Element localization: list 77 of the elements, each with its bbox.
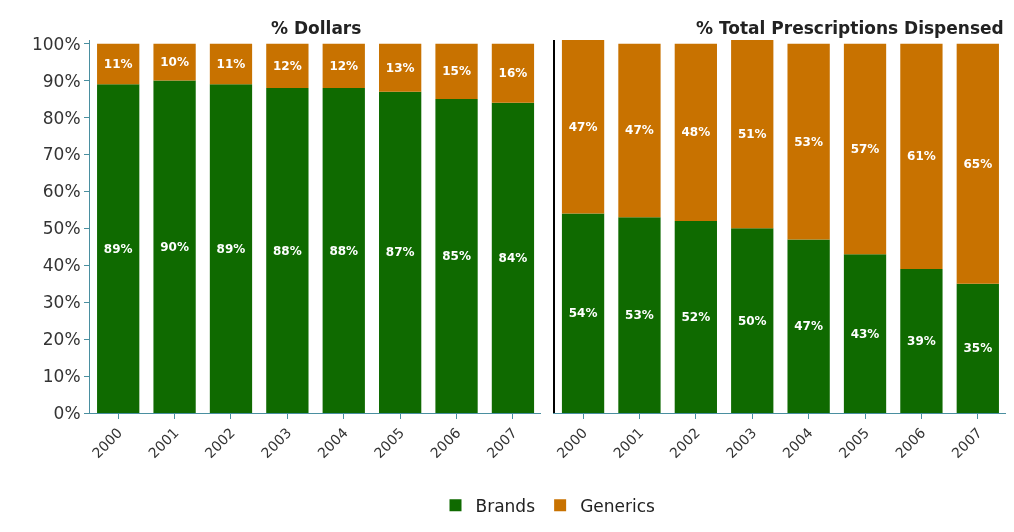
data-label: 47% — [568, 119, 598, 134]
data-label: 88% — [273, 243, 302, 258]
y-tick-label: 90% — [42, 70, 81, 91]
data-label: 90% — [160, 239, 189, 254]
data-label: 52% — [681, 309, 711, 324]
data-label: 16% — [498, 66, 528, 81]
data-label: 48% — [681, 125, 711, 140]
y-tick-label: 10% — [42, 366, 81, 387]
data-label: 88% — [329, 243, 359, 258]
y-tick-label: 0% — [53, 402, 81, 423]
data-label: 87% — [385, 245, 415, 260]
bar — [322, 88, 365, 413]
bar — [674, 220, 717, 413]
data-label: 61% — [907, 149, 936, 164]
data-label: 65% — [963, 156, 993, 171]
bar — [435, 43, 478, 100]
y-tick-label: 60% — [42, 181, 81, 202]
data-label: 51% — [737, 127, 767, 142]
bar — [674, 43, 717, 221]
data-label: 47% — [794, 319, 823, 334]
bar — [787, 43, 830, 240]
data-label: 84% — [498, 250, 528, 265]
bar — [266, 43, 309, 89]
data-label: 89% — [103, 241, 133, 256]
data-label: 54% — [568, 306, 598, 321]
data-label: 15% — [442, 64, 471, 79]
bar — [322, 43, 365, 89]
bar — [843, 43, 887, 255]
data-label: 53% — [794, 134, 823, 149]
data-label: 11% — [103, 57, 133, 71]
y-tick-label: 40% — [42, 255, 81, 276]
y-tick-label: 80% — [42, 107, 81, 128]
bar — [561, 40, 605, 214]
data-label: 10% — [160, 55, 189, 70]
bar — [561, 213, 605, 413]
bar — [618, 43, 661, 218]
y-tick-label: 30% — [42, 292, 81, 313]
legend-label: Brands — [475, 495, 536, 516]
data-label: 57% — [850, 141, 880, 156]
chart-title: % Total Prescriptions Dispensed — [696, 18, 1004, 38]
bar — [843, 254, 887, 413]
data-label: 47% — [625, 123, 654, 138]
bar — [731, 228, 774, 413]
data-label: 43% — [850, 326, 880, 341]
bar — [266, 88, 309, 413]
y-tick-label: 20% — [42, 329, 81, 350]
bar — [153, 43, 196, 81]
bar — [97, 84, 140, 413]
legend-label: Generics — [580, 495, 656, 516]
y-tick-label: 50% — [42, 218, 81, 239]
bar — [379, 91, 422, 413]
data-label: 12% — [329, 58, 359, 73]
data-label: 12% — [273, 58, 302, 73]
data-label: 53% — [625, 308, 654, 323]
bar — [435, 99, 478, 413]
data-label: 50% — [737, 313, 767, 328]
bar — [618, 217, 661, 413]
y-tick-label: 70% — [42, 144, 81, 165]
bar — [379, 43, 422, 92]
y-tick-label: 100% — [31, 33, 81, 54]
bar — [209, 84, 253, 413]
bar — [956, 283, 999, 413]
bar — [491, 43, 535, 103]
data-label: 13% — [385, 60, 415, 75]
chart-title: % Dollars — [271, 18, 362, 38]
data-label: 85% — [442, 249, 471, 264]
bar — [900, 268, 943, 413]
bar — [153, 80, 196, 413]
bar — [900, 43, 943, 269]
data-label: 11% — [216, 57, 246, 71]
data-label: 39% — [907, 333, 936, 348]
bar — [731, 40, 774, 229]
data-label: 89% — [216, 241, 246, 256]
bar — [787, 239, 830, 413]
data-label: 35% — [963, 341, 993, 356]
bar — [491, 102, 535, 413]
bar — [956, 43, 999, 284]
